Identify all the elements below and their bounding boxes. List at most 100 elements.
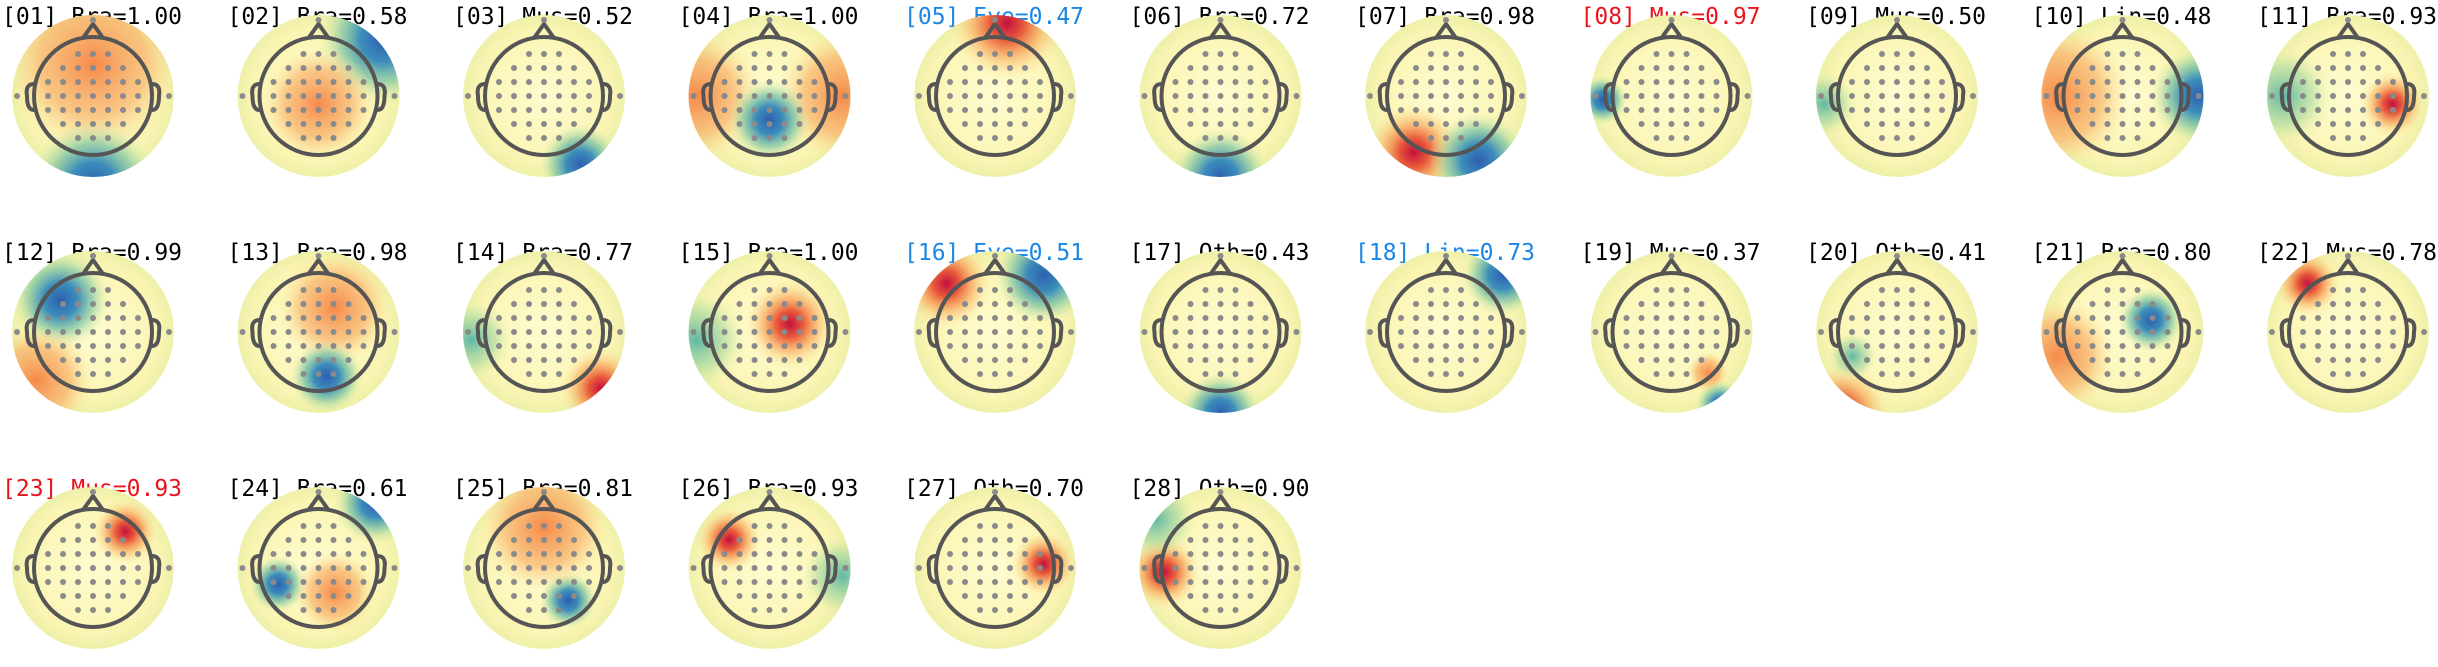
electrode bbox=[1007, 79, 1013, 85]
electrode bbox=[360, 107, 367, 113]
topomap-blob bbox=[294, 551, 376, 633]
electrode bbox=[751, 121, 758, 127]
electrode bbox=[1939, 93, 1945, 99]
electrode bbox=[1894, 17, 1900, 23]
electrode bbox=[2089, 79, 2096, 85]
electrode bbox=[1458, 79, 1464, 85]
electrode bbox=[1894, 121, 1900, 127]
electrode bbox=[1007, 287, 1013, 293]
electrode bbox=[736, 357, 743, 363]
topomap bbox=[1139, 487, 1302, 649]
electrode bbox=[781, 287, 788, 293]
electrode bbox=[285, 93, 292, 99]
electrode bbox=[977, 537, 983, 543]
ear-left bbox=[1152, 318, 1162, 348]
electrode bbox=[571, 551, 577, 557]
electrode bbox=[2164, 329, 2171, 335]
electrode bbox=[2164, 107, 2171, 113]
electrode bbox=[751, 79, 758, 85]
topomap bbox=[1816, 15, 1978, 177]
electrode bbox=[45, 107, 51, 113]
electrode bbox=[781, 343, 788, 349]
electrode bbox=[1698, 65, 1705, 71]
electrode bbox=[1202, 357, 1209, 363]
electrode bbox=[75, 107, 81, 113]
electrode bbox=[1713, 315, 1720, 321]
electrode bbox=[541, 253, 547, 259]
electrode bbox=[60, 107, 66, 113]
ear-right bbox=[828, 82, 838, 112]
electrode bbox=[135, 565, 141, 571]
electrode bbox=[1022, 329, 1028, 335]
electrode bbox=[1924, 315, 1930, 321]
ear-right bbox=[2406, 318, 2417, 348]
electrode bbox=[1488, 93, 1494, 99]
electrode bbox=[1293, 93, 1300, 99]
electrode bbox=[345, 121, 352, 127]
electrode bbox=[526, 93, 532, 99]
electrode bbox=[1638, 79, 1645, 85]
electrode bbox=[1232, 135, 1239, 141]
topomap bbox=[463, 487, 625, 649]
electrode bbox=[1232, 537, 1239, 543]
head-outline bbox=[1159, 271, 1282, 393]
electrode bbox=[2149, 301, 2156, 307]
electrode bbox=[556, 121, 562, 127]
electrode bbox=[1924, 79, 1930, 85]
electrode bbox=[1894, 343, 1900, 349]
electrode bbox=[1398, 315, 1404, 321]
electrode bbox=[2345, 93, 2351, 99]
electrode bbox=[992, 579, 998, 585]
electrode bbox=[962, 551, 968, 557]
electrode bbox=[766, 253, 773, 259]
electrode bbox=[1443, 253, 1449, 259]
electrode bbox=[1413, 79, 1419, 85]
electrode bbox=[526, 537, 532, 543]
electrode bbox=[300, 301, 307, 307]
topomap-blob bbox=[2041, 299, 2115, 413]
electrode bbox=[315, 371, 322, 377]
electrode bbox=[571, 107, 577, 113]
electrode bbox=[736, 579, 743, 585]
ear-right bbox=[377, 82, 387, 112]
electrode bbox=[1473, 329, 1479, 335]
electrode bbox=[2330, 93, 2336, 99]
electrode bbox=[1683, 357, 1690, 363]
electrode bbox=[1007, 593, 1013, 599]
electrode bbox=[2390, 93, 2396, 99]
electrode bbox=[2330, 357, 2336, 363]
electrode bbox=[751, 93, 758, 99]
electrode bbox=[2360, 371, 2366, 377]
electrode bbox=[285, 121, 292, 127]
electrode bbox=[1022, 537, 1028, 543]
electrode bbox=[2134, 315, 2141, 321]
electrode bbox=[315, 357, 322, 363]
electrode bbox=[1683, 135, 1690, 141]
electrode bbox=[1398, 343, 1404, 349]
electrode bbox=[992, 489, 998, 495]
electrode bbox=[2375, 107, 2381, 113]
electrode bbox=[992, 93, 998, 99]
electrode bbox=[1443, 65, 1449, 71]
electrode bbox=[992, 51, 998, 57]
electrode bbox=[1879, 371, 1885, 377]
electrode bbox=[1007, 93, 1013, 99]
electrode bbox=[2375, 357, 2381, 363]
electrode bbox=[781, 593, 788, 599]
electrode bbox=[120, 121, 126, 127]
electrode bbox=[1037, 93, 1043, 99]
electrode bbox=[1443, 287, 1449, 293]
electrode bbox=[1428, 301, 1434, 307]
nose bbox=[757, 20, 782, 40]
electrode bbox=[617, 565, 623, 571]
electrode bbox=[1668, 329, 1675, 335]
electrode bbox=[992, 65, 998, 71]
electrode bbox=[330, 329, 337, 335]
electrode bbox=[842, 329, 849, 335]
electrode bbox=[60, 65, 66, 71]
electrode bbox=[977, 593, 983, 599]
electrode bbox=[1068, 329, 1074, 335]
electrode bbox=[2149, 107, 2156, 113]
electrode bbox=[721, 93, 728, 99]
electrode bbox=[1007, 523, 1013, 529]
